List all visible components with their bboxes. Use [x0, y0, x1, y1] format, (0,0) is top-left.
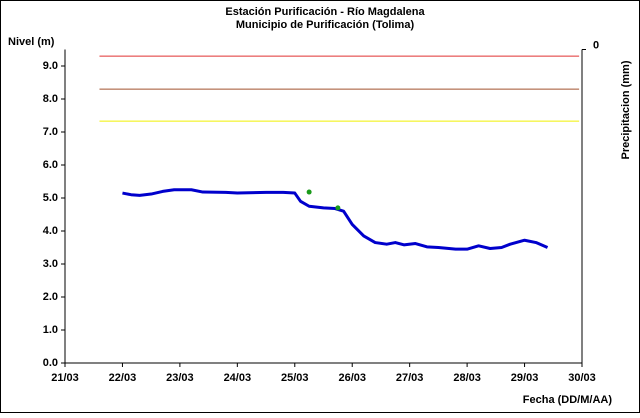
x-tick-label: 29/03 — [511, 372, 539, 384]
y-tick-label: 6.0 — [43, 159, 58, 171]
point — [335, 205, 341, 211]
x-tick-label: 26/03 — [338, 372, 366, 384]
x-tick-label: 24/03 — [224, 372, 252, 384]
y-tick-label: 0.0 — [43, 357, 58, 369]
chart-subtitle: Municipio de Purificación (Tolima) — [236, 19, 415, 31]
x-tick-label: 27/03 — [396, 372, 424, 384]
y-tick-label: 2.0 — [43, 291, 58, 303]
y-axis-label: Nivel (m) — [8, 36, 55, 48]
x-axis-label: Fecha (DD/M/AA) — [523, 394, 613, 406]
x-tick-label: 28/03 — [453, 372, 481, 384]
y-tick-label: 3.0 — [43, 258, 58, 270]
chart-title: Estación Purificación - Río Magdalena — [225, 6, 425, 18]
y-tick-label: 4.0 — [43, 225, 58, 237]
x-tick-label: 25/03 — [281, 372, 309, 384]
x-tick-label: 23/03 — [166, 372, 194, 384]
point — [306, 189, 312, 195]
line — [122, 188, 549, 251]
x-tick-label: 30/03 — [568, 372, 596, 384]
y2-axis-label: Precipitacion (mm) — [620, 60, 632, 159]
y-tick-label: 8.0 — [43, 93, 58, 105]
y-tick-label: 7.0 — [43, 126, 58, 138]
x-tick-label: 21/03 — [51, 372, 79, 384]
x-tick-label: 22/03 — [109, 372, 137, 384]
y-tick-label: 1.0 — [43, 324, 58, 336]
y-tick-label: 9.0 — [43, 60, 58, 72]
y2-tick-label: 0 — [593, 39, 599, 51]
y-tick-label: 5.0 — [43, 192, 58, 204]
